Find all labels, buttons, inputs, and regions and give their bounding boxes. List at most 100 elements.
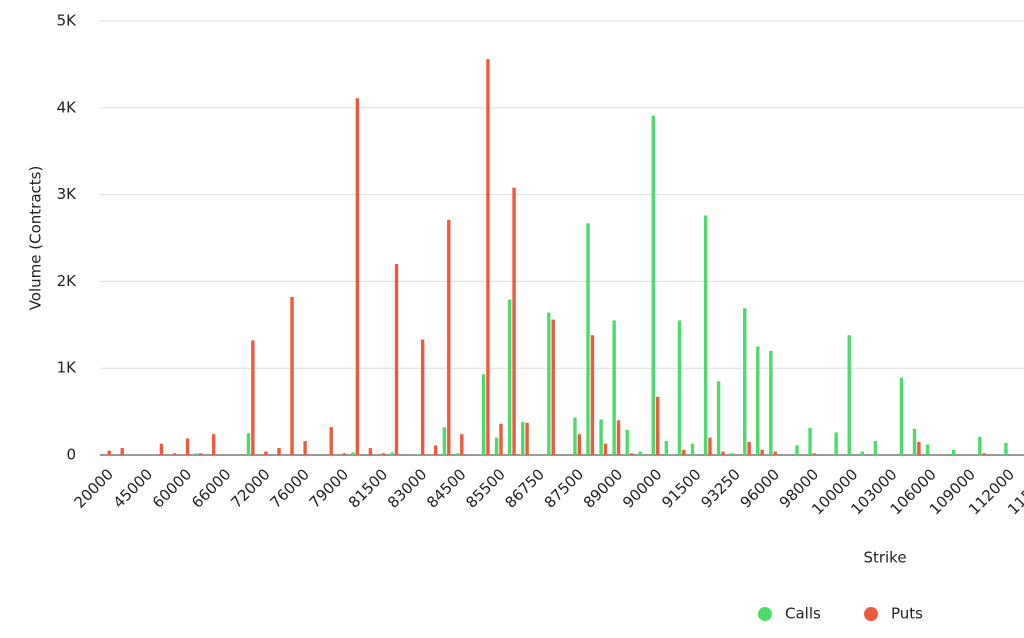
bar: [899, 377, 904, 455]
x-tick-label: 79000: [306, 465, 352, 511]
bar: [573, 417, 577, 455]
x-tick-label: 81500: [345, 465, 391, 511]
legend-label: Calls: [785, 605, 821, 623]
bar: [773, 451, 777, 455]
bar: [494, 437, 499, 455]
bar: [708, 437, 712, 455]
bar: [551, 319, 555, 455]
bar: [756, 346, 760, 455]
bar: [982, 453, 986, 455]
x-tick-label: 72000: [227, 465, 273, 511]
x-tick-label: 96000: [737, 465, 783, 511]
bar: [834, 432, 838, 455]
bar: [303, 441, 307, 455]
bar: [978, 436, 982, 455]
bar: [547, 312, 551, 455]
bar: [860, 451, 864, 455]
bar: [599, 419, 603, 455]
bar: [664, 441, 669, 455]
bar: [795, 445, 799, 455]
bar: [629, 453, 634, 455]
bar: [1004, 442, 1008, 455]
bar: [677, 320, 682, 455]
legend-label: Puts: [891, 605, 923, 623]
x-tick-label: 76000: [266, 465, 312, 511]
bar: [808, 428, 812, 455]
bar: [394, 264, 399, 455]
bar: [873, 441, 878, 455]
bar: [577, 434, 582, 455]
bar: [107, 450, 111, 455]
bar: [390, 452, 394, 455]
x-axis-title: Strike: [863, 549, 906, 567]
bar: [159, 443, 164, 455]
y-tick-label: 3K: [57, 185, 78, 203]
bar: [812, 453, 817, 455]
legend-marker: [758, 607, 772, 621]
bar: [251, 340, 255, 455]
bar: [651, 115, 656, 455]
x-tick-label: 45000: [110, 465, 156, 511]
x-tick-label: 66000: [188, 465, 234, 511]
y-tick-label: 1K: [57, 359, 78, 377]
bar: [351, 452, 355, 455]
bar: [442, 427, 447, 455]
x-tick-label: 93250: [697, 465, 743, 511]
bar: [925, 444, 930, 455]
bar: [194, 453, 198, 455]
bar: [447, 219, 451, 455]
bar: [625, 429, 629, 455]
bar: [729, 453, 734, 455]
legend-marker: [864, 607, 878, 621]
bar: [716, 381, 721, 455]
bar: [769, 350, 773, 455]
bar: [416, 454, 420, 455]
x-tick-label: 84500: [423, 465, 469, 511]
bar: [638, 451, 642, 455]
x-tick-label: 91500: [658, 465, 704, 511]
bar: [172, 453, 177, 455]
bar: [525, 422, 529, 455]
bar: [743, 308, 747, 455]
y-tick-label: 0: [66, 446, 76, 464]
bar: [612, 320, 616, 455]
bar: [460, 434, 464, 455]
bar: [368, 448, 373, 455]
bar: [616, 420, 621, 455]
bar: [747, 441, 751, 455]
x-tick-label: 90000: [619, 465, 665, 511]
x-tick-label: 89000: [580, 465, 626, 511]
bar: [912, 428, 917, 455]
bar: [434, 445, 438, 455]
bar: [381, 453, 386, 455]
bar: [198, 453, 203, 455]
bar: [656, 396, 660, 455]
bar: [682, 449, 686, 455]
y-tick-label: 2K: [57, 272, 78, 290]
y-tick-label: 5K: [57, 12, 78, 30]
y-axis-title: Volume (Contracts): [27, 166, 45, 311]
bar: [211, 434, 216, 455]
bar: [721, 451, 725, 455]
bar: [499, 423, 503, 455]
x-tick-label: 60000: [149, 465, 195, 511]
bar: [329, 427, 333, 455]
bar: [590, 335, 595, 455]
bar: [603, 443, 608, 455]
bar: [690, 443, 695, 455]
bar: [586, 223, 590, 455]
bar: [917, 441, 921, 455]
bar: [512, 187, 516, 455]
x-tick-label: 20000: [71, 465, 117, 511]
bar: [703, 215, 708, 455]
bar: [507, 299, 512, 455]
bar: [264, 451, 268, 455]
bar: [342, 453, 346, 455]
bar: [847, 335, 851, 455]
bar: [277, 448, 281, 455]
x-tick-label: 87500: [541, 465, 587, 511]
bar: [420, 339, 425, 455]
bar: [246, 433, 251, 455]
bar: [355, 98, 360, 455]
